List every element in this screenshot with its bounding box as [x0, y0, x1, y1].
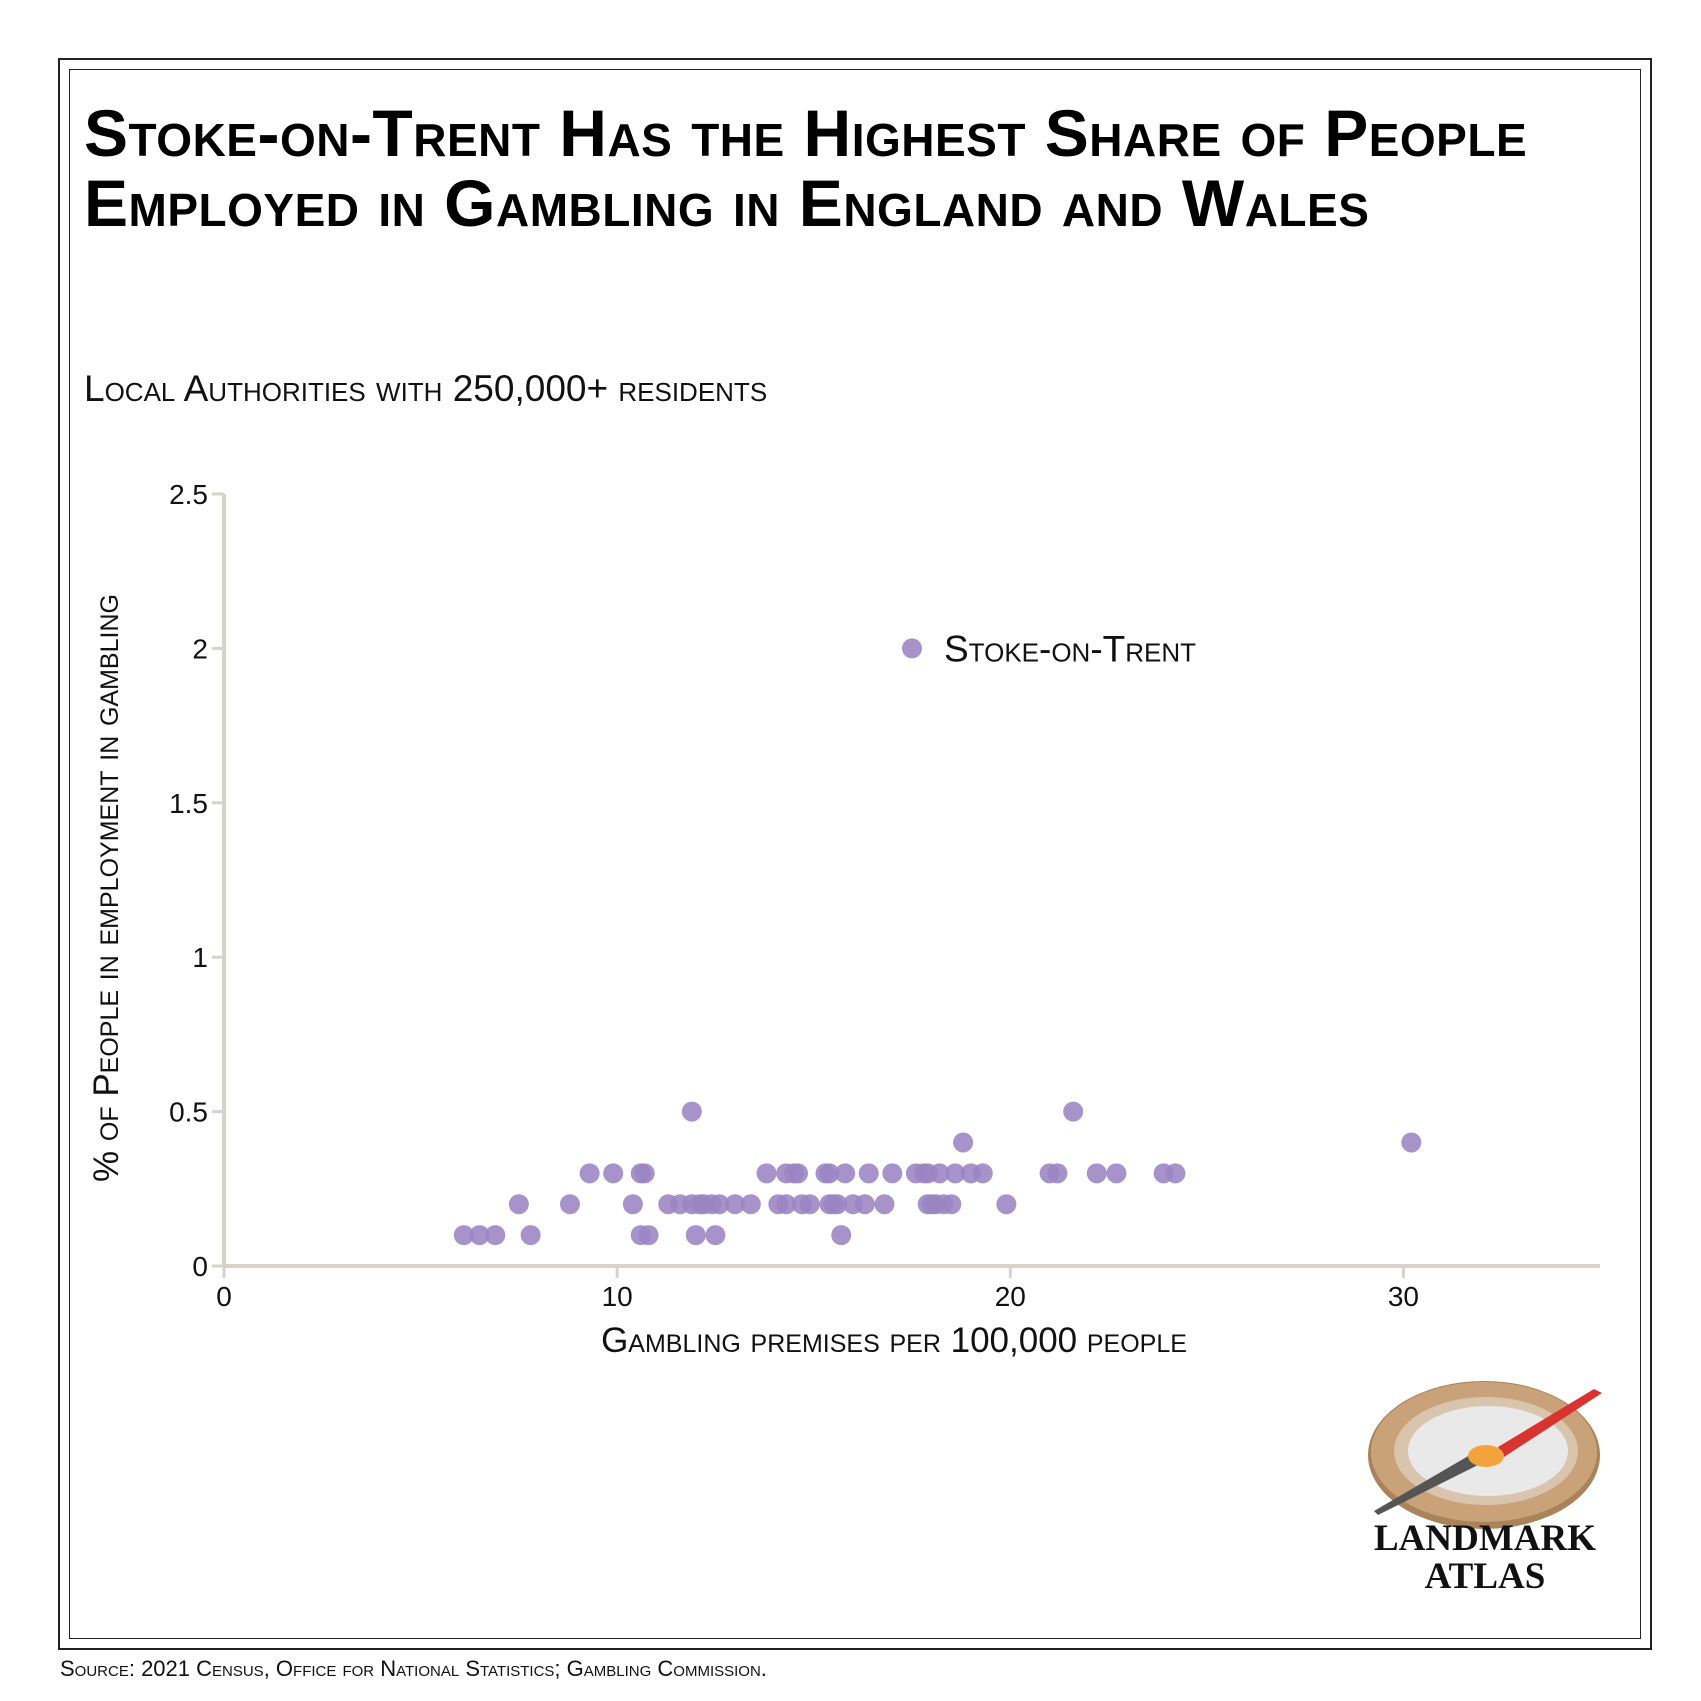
data-point: [972, 1163, 993, 1184]
data-point: [858, 1163, 879, 1184]
data-point: [827, 1194, 848, 1215]
outer-frame: [58, 58, 1652, 1650]
data-point: [776, 1194, 797, 1215]
y-tick-label: 2: [192, 633, 208, 664]
data-point: [469, 1225, 490, 1246]
data-point: [996, 1194, 1017, 1215]
annotation-layer: Stoke-on-Trent: [902, 628, 1196, 669]
source-note: Source: 2021 Census, Office for National…: [60, 1656, 767, 1681]
data-point: [1106, 1163, 1127, 1184]
data-point: [799, 1194, 820, 1215]
data-point: [945, 1163, 966, 1184]
data-point: [941, 1194, 962, 1215]
data-point: [685, 1225, 706, 1246]
data-point: [1063, 1101, 1084, 1122]
logo-wordmark: LANDMARK ATLAS: [1360, 1520, 1610, 1596]
x-axis-label: Gambling premises per 100,000 people: [601, 1321, 1187, 1360]
y-tick-label: 2.5: [169, 479, 208, 510]
data-point: [831, 1225, 852, 1246]
data-point: [485, 1225, 506, 1246]
x-tick-label: 20: [995, 1281, 1026, 1312]
data-point: [603, 1163, 624, 1184]
data-point: [622, 1194, 643, 1215]
data-point: [874, 1194, 895, 1215]
data-point: [819, 1163, 840, 1184]
data-point: [579, 1163, 600, 1184]
data-point: [453, 1225, 474, 1246]
data-point: [1086, 1163, 1107, 1184]
data-point: [1047, 1163, 1068, 1184]
points-layer: [453, 1101, 1422, 1246]
data-point: [508, 1194, 529, 1215]
axes-layer: 0 0.5 1 1.5 2 2.5 0 10 20 30: [169, 479, 1600, 1312]
data-point: [638, 1225, 659, 1246]
logo-line-2: ATLAS: [1424, 1556, 1546, 1597]
y-tick-label: 0: [192, 1251, 208, 1282]
inner-frame: [69, 69, 1641, 1639]
data-point: [725, 1194, 746, 1215]
data-point: [559, 1194, 580, 1215]
data-point: [882, 1163, 903, 1184]
data-point: [709, 1194, 730, 1215]
data-point: [787, 1163, 808, 1184]
y-tick-label: 0.5: [169, 1097, 208, 1128]
logo-line-1: LANDMARK: [1374, 1518, 1596, 1559]
scatter-chart: 0 0.5 1 1.5 2 2.5 0 10 20 30 Stoke-on-Trent Gambl…: [87, 479, 1600, 1360]
x-tick-label: 10: [602, 1281, 633, 1312]
data-point: [854, 1194, 875, 1215]
data-point: [835, 1163, 856, 1184]
y-axis-label: % of People in employment in gambling: [87, 594, 126, 1182]
data-point: [740, 1194, 761, 1215]
data-point: [953, 1132, 974, 1153]
chart-subtitle: Local Authorities with 250,000+ resident…: [84, 368, 768, 409]
data-point: [681, 1101, 702, 1122]
x-tick-label: 0: [216, 1281, 232, 1312]
data-point: [520, 1225, 541, 1246]
x-tick-label: 30: [1388, 1281, 1419, 1312]
data-point: [705, 1225, 726, 1246]
stoke-on-trent-label: Stoke-on-Trent: [944, 628, 1196, 669]
y-tick-label: 1: [192, 942, 208, 973]
compass-logo-icon: [1368, 1381, 1602, 1529]
data-point: [929, 1163, 950, 1184]
chart-title: Stoke-on-Trent Has the Highest Share of …: [84, 96, 1528, 240]
stoke-on-trent-point: [902, 638, 922, 659]
data-point: [1165, 1163, 1186, 1184]
data-point: [756, 1163, 777, 1184]
data-point: [634, 1163, 655, 1184]
data-point: [1401, 1132, 1422, 1153]
y-tick-label: 1.5: [169, 788, 208, 819]
